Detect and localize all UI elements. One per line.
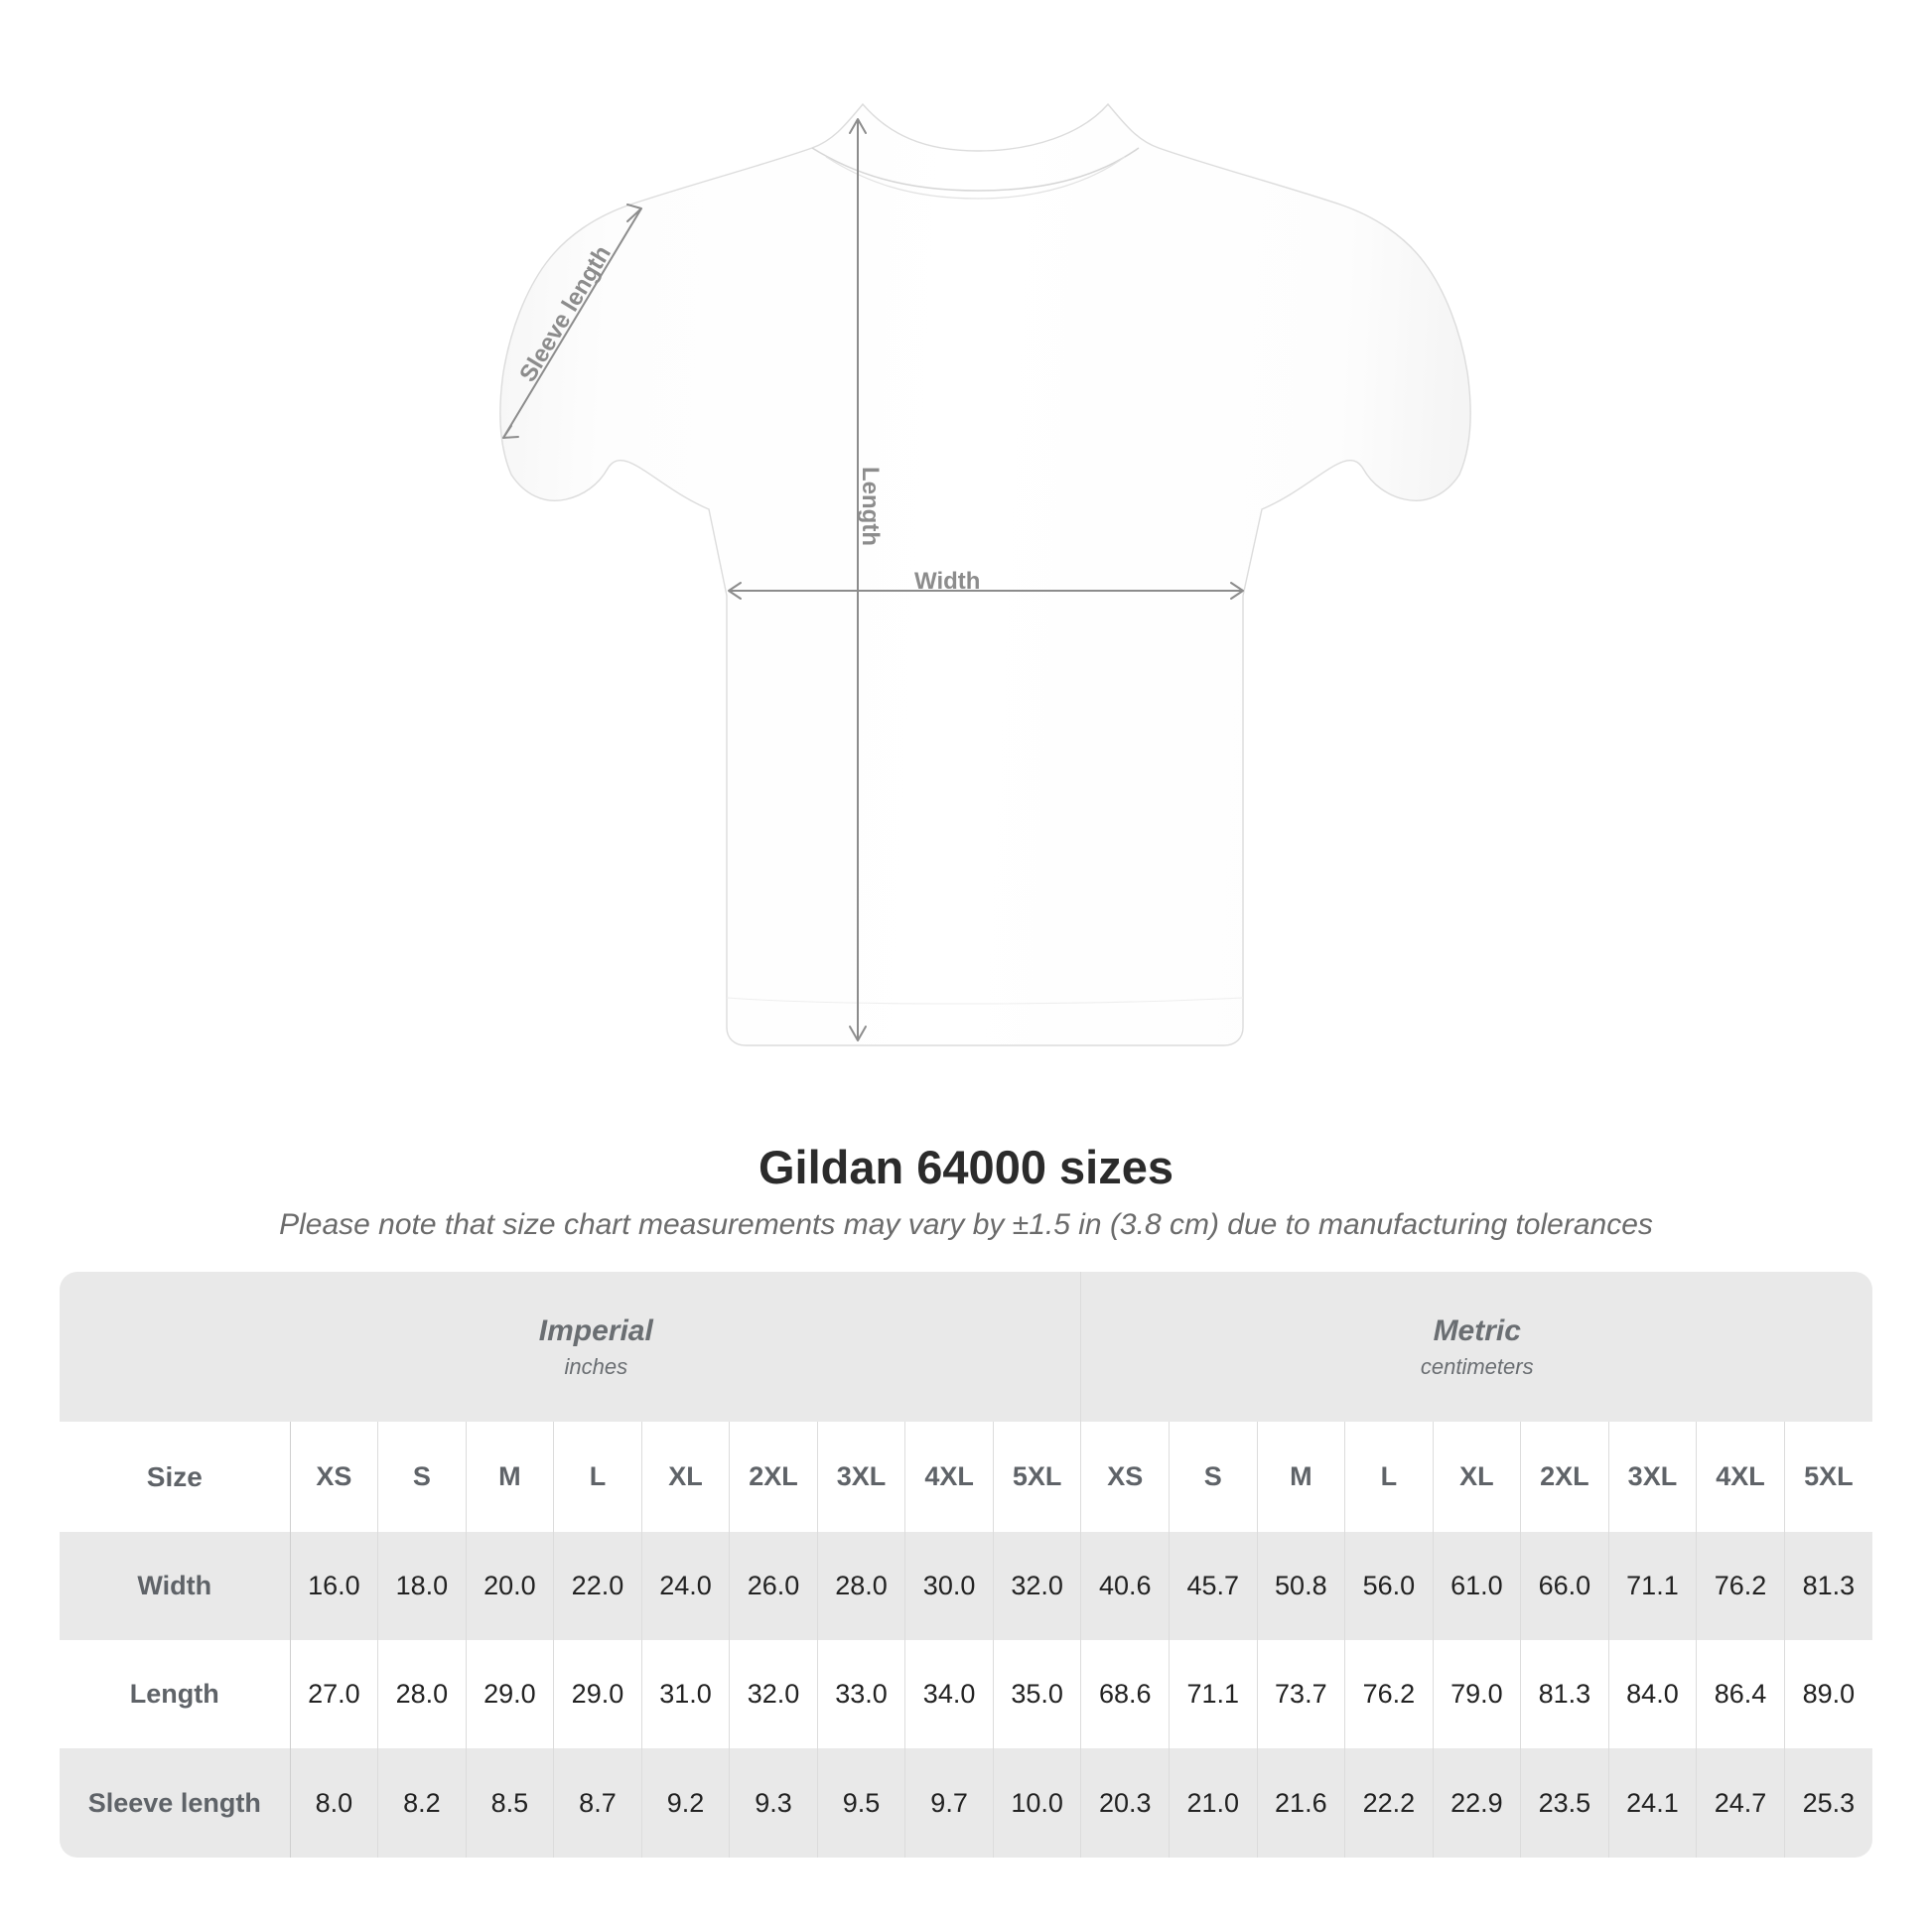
svg-text:Length: Length <box>857 467 884 546</box>
svg-text:Width: Width <box>914 568 980 595</box>
